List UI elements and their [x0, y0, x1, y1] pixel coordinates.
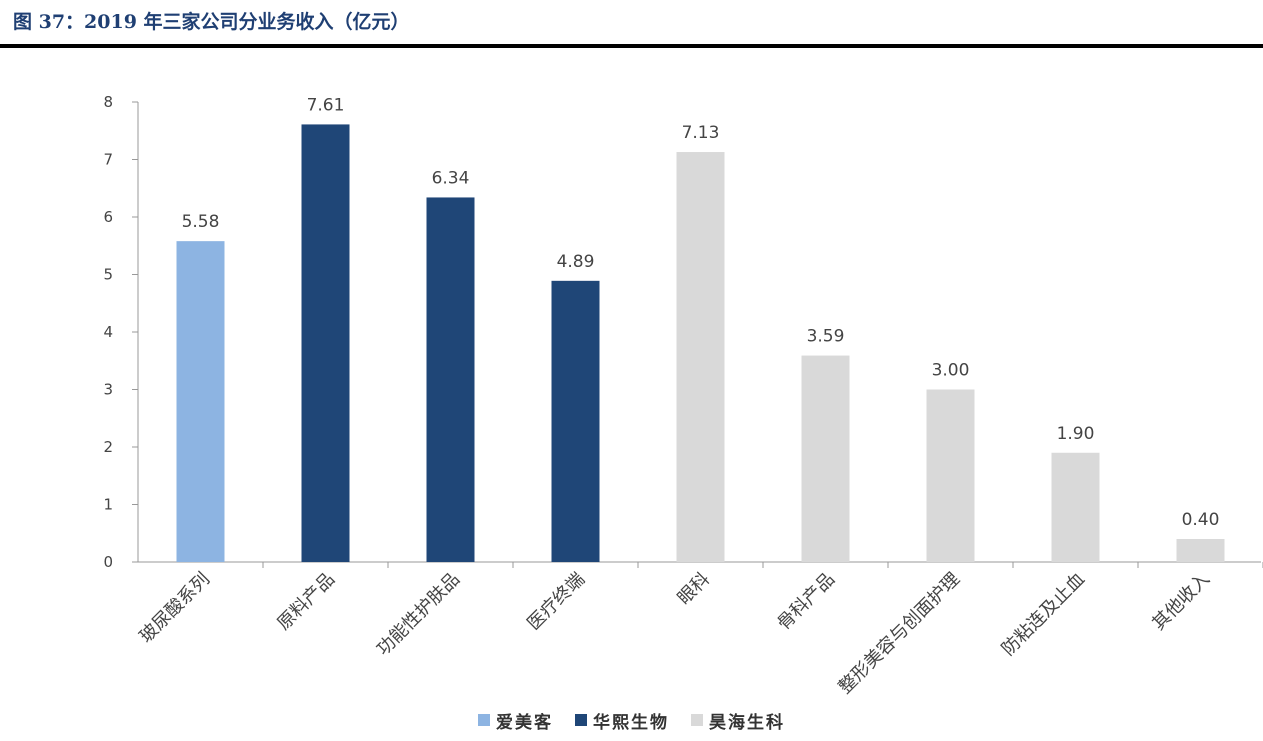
x-tick-label: 整形美容与创面护理 [835, 569, 964, 698]
bar-value-label: 4.89 [557, 252, 595, 272]
x-tick-label: 眼科 [674, 569, 714, 609]
y-tick-label: 1 [103, 496, 113, 514]
y-tick-label: 4 [103, 323, 113, 341]
y-tick-label: 0 [103, 553, 113, 571]
bar-value-label: 3.00 [932, 361, 970, 381]
bar [926, 389, 975, 562]
y-tick-label: 8 [103, 93, 113, 111]
x-tick-label: 防粘连及止血 [998, 569, 1089, 660]
bar [176, 241, 225, 562]
bar [551, 280, 600, 562]
bar-value-label: 5.58 [182, 212, 220, 232]
legend-item-huaxi: 华熙生物 [575, 708, 669, 733]
legend-swatch-aimeike [478, 714, 490, 726]
legend-item-haohai: 昊海生科 [691, 708, 785, 733]
bar-value-label: 1.90 [1057, 424, 1095, 444]
x-tick-label: 功能性护肤品 [373, 569, 464, 660]
x-tick-label: 其他收入 [1148, 569, 1214, 635]
x-tick-label: 医疗终端 [523, 569, 589, 635]
y-tick-label: 7 [103, 151, 113, 169]
legend-label-aimeike: 爱美客 [496, 712, 553, 733]
x-tick-label: 原料产品 [273, 569, 339, 635]
title-divider [0, 44, 1263, 48]
y-tick-label: 3 [103, 381, 113, 399]
x-tick-label: 玻尿酸系列 [136, 569, 214, 647]
legend-label-huaxi: 华熙生物 [593, 712, 669, 733]
y-tick-label: 6 [103, 208, 113, 226]
legend-swatch-huaxi [575, 714, 587, 726]
bar [1176, 539, 1225, 562]
y-tick-label: 5 [103, 266, 113, 284]
bar [426, 197, 475, 562]
bar-value-label: 3.59 [807, 327, 845, 347]
y-tick-label: 2 [103, 438, 113, 456]
bar-value-label: 7.61 [307, 95, 345, 115]
bar-chart: 0 1 2 3 4 5 6 7 8 5.58 玻尿酸系列 7.61 原料产品 6.34 功能性护肤品 4.89… [103, 93, 1263, 698]
x-tick-label: 骨科产品 [773, 569, 839, 635]
bar [1051, 452, 1100, 562]
bar-value-label: 0.40 [1182, 510, 1220, 530]
bar [301, 124, 350, 563]
bar-value-label: 7.13 [682, 123, 720, 143]
bar [801, 355, 850, 562]
chart-legend: 爱美客 华熙生物 昊海生科 [0, 705, 1263, 735]
legend-label-haohai: 昊海生科 [709, 712, 785, 733]
legend-swatch-haohai [691, 714, 703, 726]
figure-title: 图 37：2019 年三家公司分业务收入（亿元） [13, 11, 410, 33]
bar [676, 152, 725, 562]
legend-item-aimeike: 爱美客 [478, 708, 553, 733]
bar-value-label: 6.34 [432, 168, 470, 188]
